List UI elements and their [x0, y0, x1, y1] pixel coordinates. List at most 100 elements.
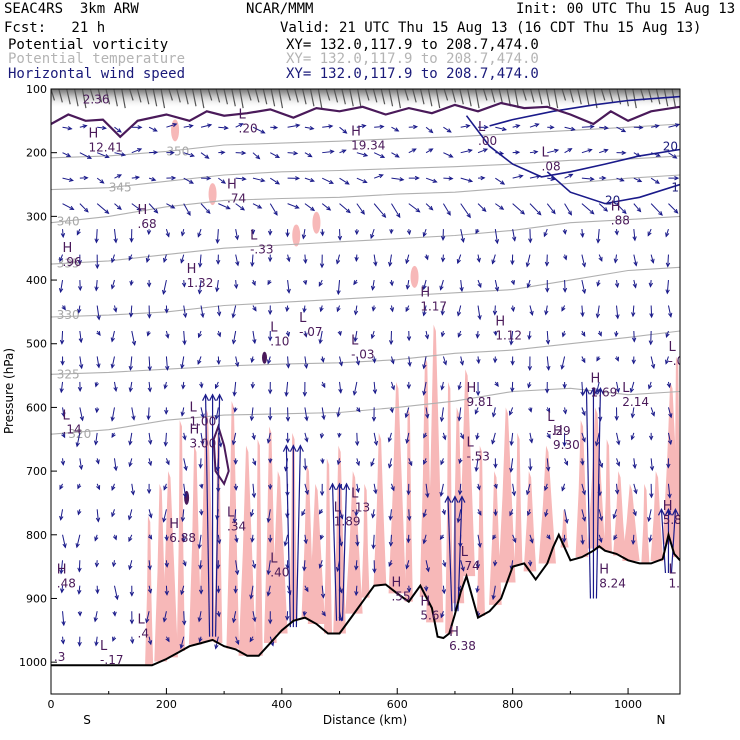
wind-vector	[512, 534, 517, 543]
wind-vector-head	[94, 536, 99, 542]
wind-vector	[252, 203, 262, 209]
wind-vector	[581, 229, 584, 237]
wind-vector-head	[603, 148, 609, 153]
wind-vector-head	[536, 174, 542, 179]
wind-vector-head	[545, 287, 550, 293]
wind-vector-head	[146, 415, 151, 421]
stratosphere-streak	[498, 89, 504, 105]
wind-vector	[423, 228, 427, 237]
wind-vector-head	[180, 590, 185, 596]
wind-vector	[667, 407, 672, 418]
wind-vector-head	[633, 261, 638, 267]
wind-vector	[95, 636, 98, 646]
wind-vector-head	[354, 511, 359, 517]
wind-vector	[232, 611, 237, 623]
wind-vector-head	[536, 210, 542, 216]
wind-vector	[371, 330, 375, 339]
wind-vector-head	[199, 510, 204, 516]
wind-vector-head	[267, 280, 272, 286]
wind-vector	[148, 458, 152, 466]
wind-vector	[495, 126, 507, 131]
wind-vector	[460, 356, 464, 365]
wind-vector-head	[370, 233, 375, 240]
updraft-vector	[285, 445, 291, 628]
wind-vector-head	[302, 308, 307, 314]
stratosphere-shading	[51, 89, 680, 109]
stratosphere-streak	[474, 89, 480, 109]
stratosphere-streak	[66, 89, 71, 105]
wind-vector-head	[399, 177, 405, 182]
wind-vector	[529, 203, 542, 216]
wind-vector	[96, 305, 100, 320]
wind-vector-head	[673, 208, 679, 214]
wind-vector-head	[216, 259, 221, 265]
wind-vector-head	[520, 209, 526, 215]
wind-vector-head	[655, 152, 661, 157]
wind-vector-head	[214, 644, 219, 650]
theta-contour-320	[51, 387, 680, 435]
wind-vector	[251, 407, 254, 421]
wind-vector-head	[285, 307, 290, 313]
wind-vector-head	[233, 485, 239, 491]
wind-vector	[581, 534, 584, 544]
pv-extremum-value: .10	[270, 335, 289, 349]
wind-vector	[650, 254, 654, 263]
wind-vector-head	[309, 125, 315, 131]
wind-vector	[251, 534, 254, 542]
wind-vector-head	[68, 177, 74, 182]
stratosphere-streak	[136, 89, 142, 103]
wind-vector	[373, 254, 377, 266]
wind-vector-head	[567, 210, 572, 216]
stratosphere-streak	[372, 89, 378, 103]
pv-fill-plume	[238, 445, 256, 656]
wind-vector	[59, 254, 64, 262]
wind-vector-head	[570, 126, 576, 132]
pv-tropopause-contour	[51, 101, 680, 139]
wind-vector-head	[482, 148, 489, 153]
wind-vector-head	[152, 127, 158, 132]
theta-label-330: 330	[57, 308, 80, 322]
pv-fill-plume	[404, 407, 413, 602]
stratosphere-streak	[309, 89, 315, 107]
wind-vector	[252, 126, 265, 134]
wind-vector	[60, 560, 64, 574]
wind-vector-head	[286, 257, 291, 263]
wind-vector	[373, 203, 386, 218]
wind-vector	[370, 228, 375, 239]
wind-vector-head	[304, 587, 309, 593]
wind-vector-head	[630, 413, 636, 419]
wind-vector-head	[181, 537, 186, 543]
pv-extremum-high: H	[57, 563, 67, 578]
stratosphere-streak	[317, 89, 323, 109]
theta-label-350: 350	[166, 144, 189, 158]
wind-vector-head	[182, 620, 187, 626]
wind-vector	[215, 407, 219, 420]
wind-vector-head	[467, 148, 473, 154]
wind-vector	[96, 203, 109, 214]
wind-vector-head	[405, 284, 411, 290]
wind-vector-head	[492, 561, 498, 567]
wind-vector	[442, 203, 451, 216]
wind-vector-head	[188, 179, 194, 184]
wind-vector	[667, 254, 669, 267]
pv-extremum-high: H	[599, 563, 609, 578]
wind-vector	[232, 432, 237, 445]
pv-extremum-value: 1.69	[591, 386, 618, 400]
pv-extremum-value: 1.17	[420, 300, 447, 314]
wind-vector-head	[146, 331, 151, 337]
wind-vector	[614, 254, 618, 263]
wind-vector	[408, 203, 420, 213]
wind-vector-head	[75, 442, 80, 448]
wind-vector-head	[309, 178, 315, 183]
wind-vector-head	[581, 262, 587, 268]
wind-vector-head	[372, 389, 378, 395]
wind-vector	[252, 177, 265, 182]
wind-vector	[233, 381, 237, 396]
wind-vector	[235, 356, 239, 367]
wind-vector	[267, 585, 271, 596]
wind-vector-head	[637, 178, 643, 183]
wind-vector	[356, 356, 360, 365]
pv-fill-plume	[673, 356, 680, 558]
wind-vector	[373, 381, 376, 394]
wind-vector-head	[93, 440, 99, 446]
